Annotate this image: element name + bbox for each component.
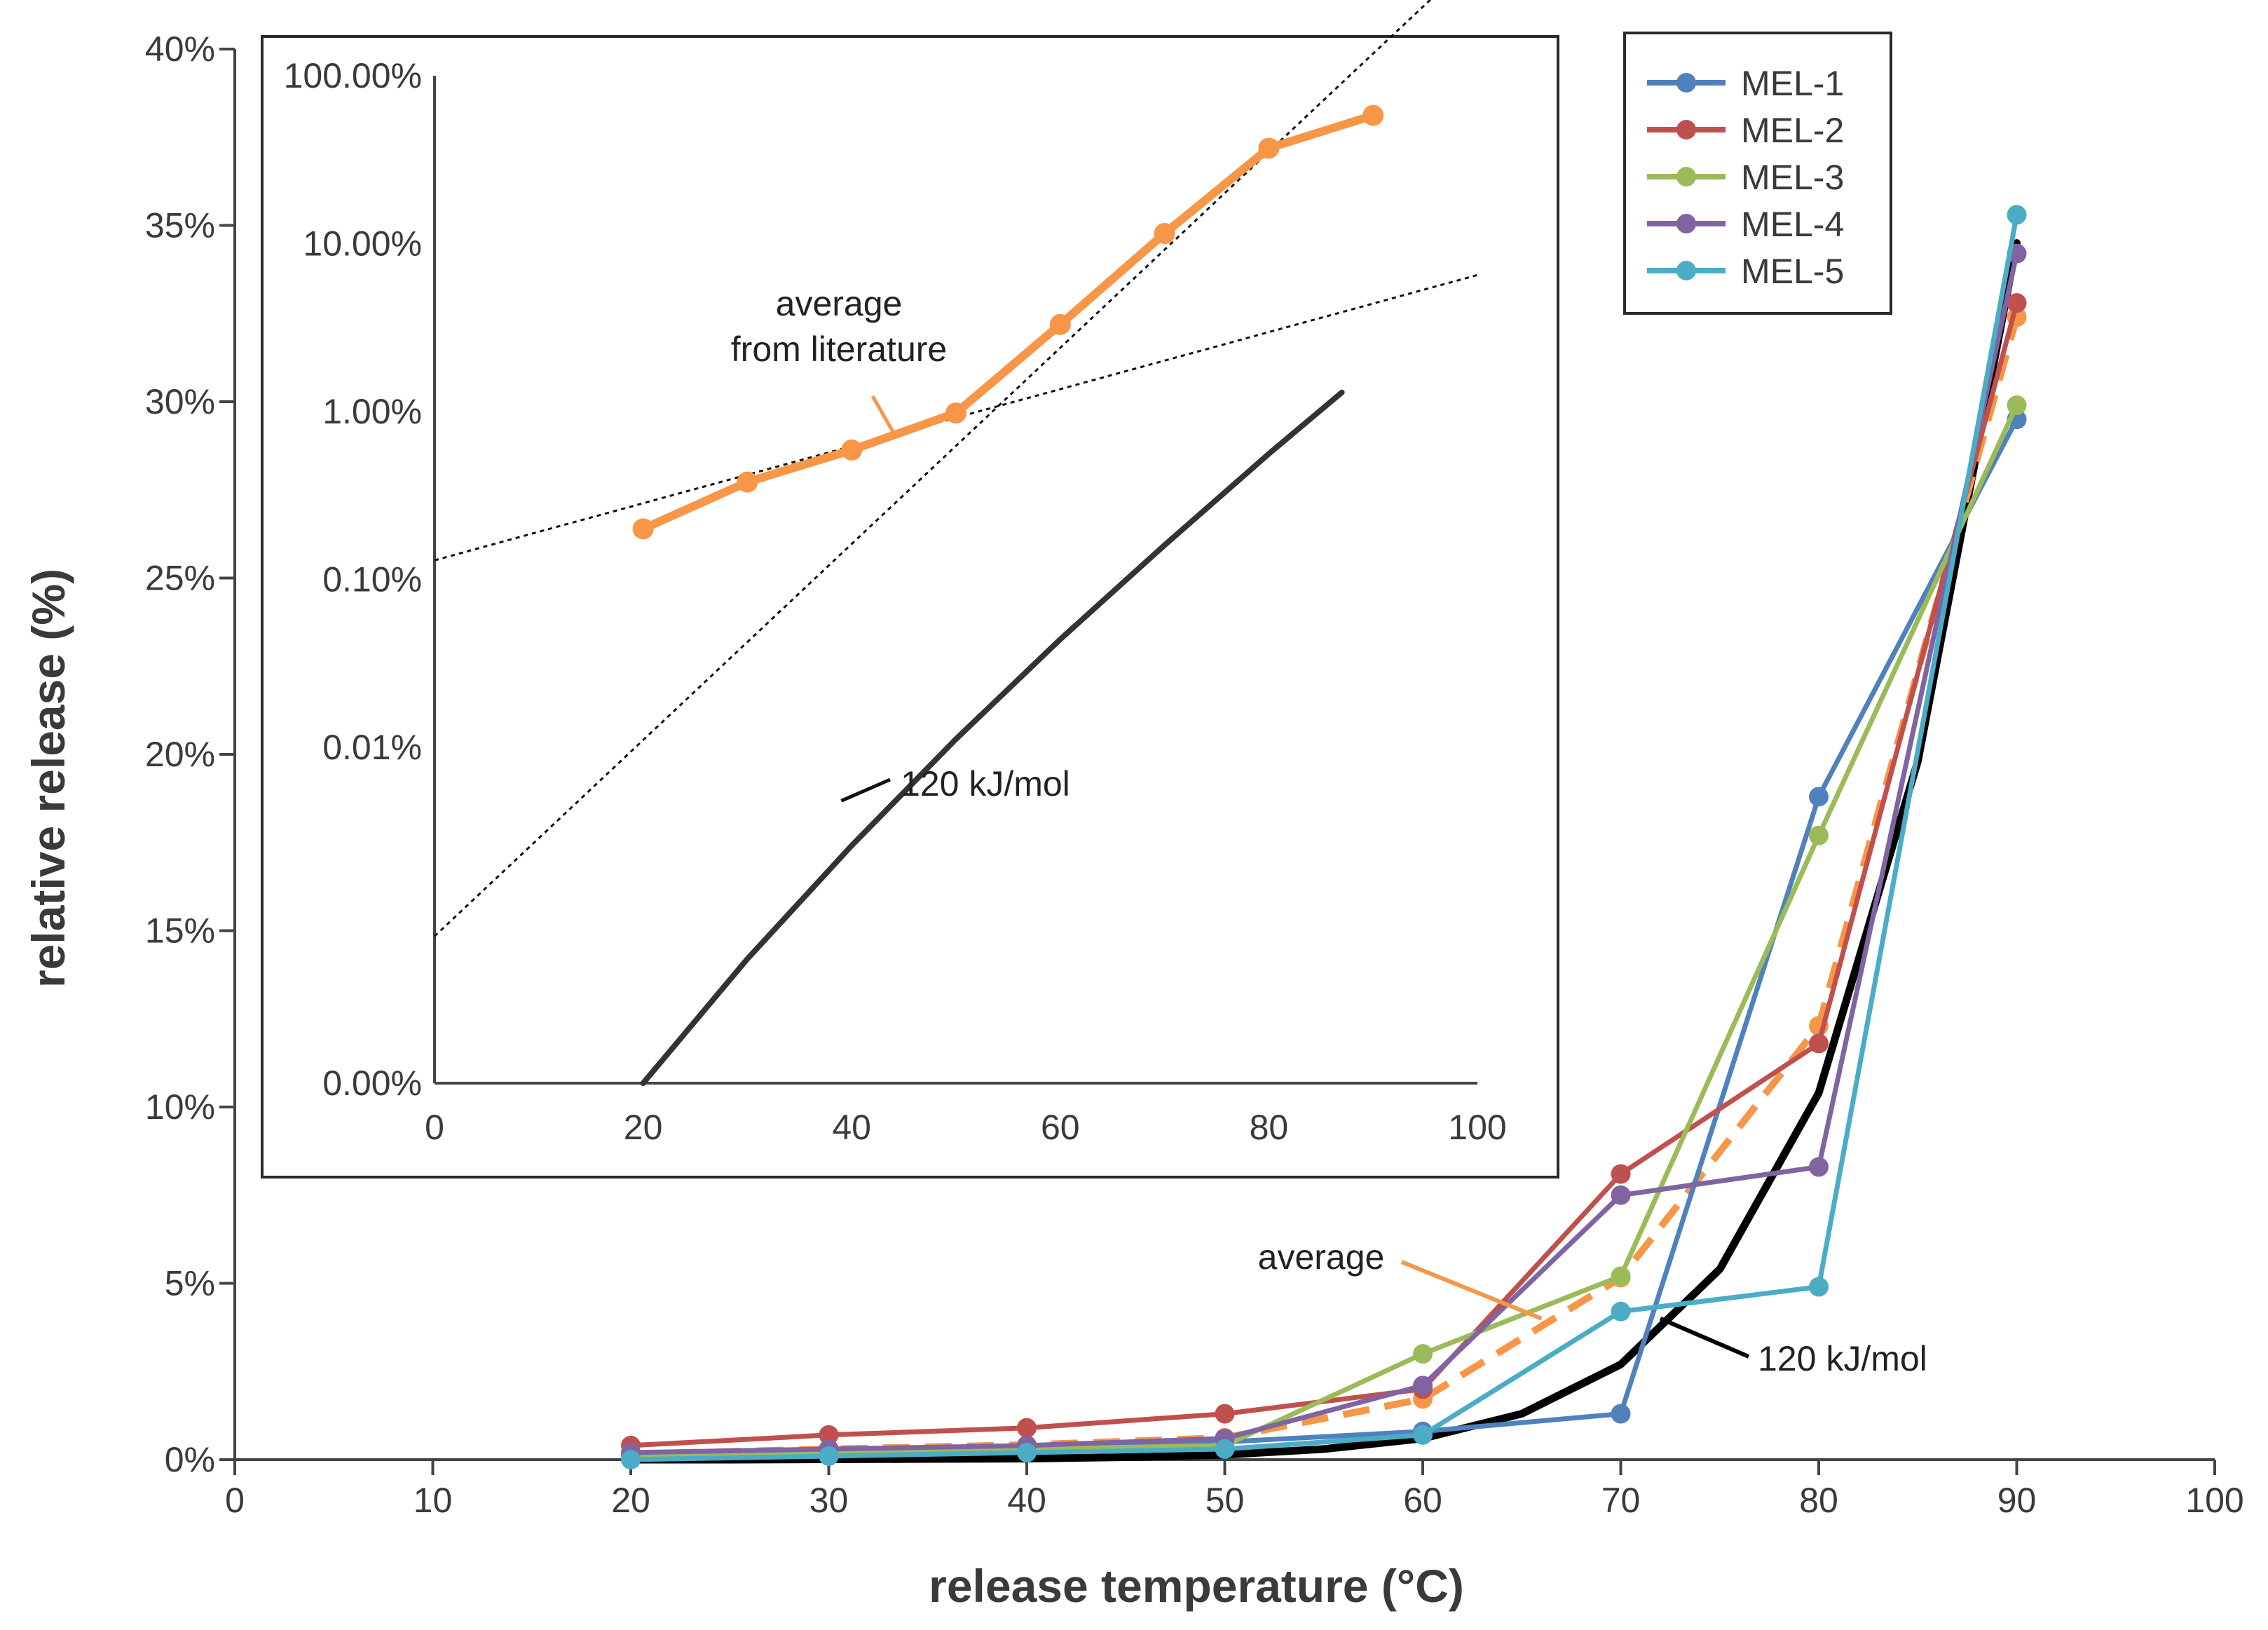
- inset-annotation-120-kj-mol: 120 kJ/mol: [901, 764, 1070, 803]
- inset-x-tick-label: 20: [624, 1108, 663, 1147]
- main-point-mel-2: [1611, 1164, 1631, 1184]
- legend-label-mel-2: MEL-2: [1741, 111, 1844, 150]
- legend-swatch-marker-mel-2: [1676, 120, 1696, 140]
- main-point-mel-5: [621, 1450, 641, 1469]
- inset-point-average-from-literature: [1154, 222, 1175, 244]
- inset-x-tick-label: 100: [1448, 1108, 1506, 1147]
- main-x-tick-label: 50: [1205, 1481, 1245, 1520]
- legend-swatch-marker-mel-1: [1676, 73, 1696, 93]
- main-point-mel-5: [1413, 1425, 1433, 1445]
- annotation-120-kj-mol: 120 kJ/mol: [1758, 1339, 1927, 1378]
- inset-y-tick-label: 100.00%: [284, 56, 422, 95]
- main-point-mel-5: [1017, 1442, 1037, 1462]
- annotation-120-kj-mol-pointer: [1659, 1317, 1750, 1359]
- main-point-mel-1: [1611, 1404, 1631, 1424]
- main-x-tick-label: 10: [414, 1481, 453, 1520]
- main-y-axis-title: relative release (%): [22, 569, 74, 988]
- legend-swatch-marker-mel-3: [1676, 167, 1696, 186]
- inset-x-tick-label: 60: [1041, 1108, 1080, 1147]
- main-point-mel-5: [1611, 1301, 1631, 1322]
- legend-swatch-marker-mel-4: [1676, 214, 1696, 233]
- annotation-average: average: [1258, 1237, 1385, 1277]
- main-x-tick-label: 80: [1799, 1481, 1838, 1520]
- inset-annotation-average-pointer: [870, 395, 895, 434]
- main-point-mel-3: [1413, 1344, 1433, 1364]
- main-point-mel-2: [1017, 1418, 1037, 1438]
- main-point-mel-5: [819, 1446, 839, 1466]
- inset-annotation-from-literature: from literature: [731, 330, 947, 369]
- main-series-line-mel-4: [630, 252, 2019, 1455]
- main-point-mel-2: [2007, 293, 2027, 313]
- legend-label-mel-5: MEL-5: [1741, 252, 1844, 291]
- main-y-tick-label: 35%: [145, 206, 215, 245]
- main-point-mel-2: [819, 1425, 839, 1445]
- inset-point-average-from-literature: [1258, 137, 1280, 159]
- main-plot: 0 10 20 30 40 50 60 70 80 90 100 0% 5% 10% 15% 20% 25% 30…: [145, 29, 2244, 1520]
- main-x-axis-title: release temperature (°C): [929, 1560, 1464, 1612]
- main-x-tick-label: 40: [1007, 1481, 1046, 1520]
- main-point-mel-4: [1413, 1376, 1433, 1396]
- main-x-tick-label: 60: [1403, 1481, 1442, 1520]
- main-y-tick-label: 20%: [145, 735, 215, 774]
- inset-point-average-from-literature: [632, 518, 654, 540]
- main-y-tick-label: 5%: [165, 1264, 215, 1303]
- inset-x-tick-label: 40: [832, 1108, 871, 1147]
- inset-y-tick-label: 0.10%: [322, 560, 422, 599]
- main-point-mel-4: [1809, 1157, 1829, 1177]
- inset-y-tick-label: 0.00%: [322, 1064, 422, 1103]
- main-x-tick-label: 20: [611, 1481, 650, 1520]
- inset-point-average-from-literature: [945, 402, 966, 424]
- inset-series-line-average-from-literature: [638, 111, 1378, 534]
- main-point-mel-5: [1809, 1277, 1829, 1297]
- main-y-tick-label: 25%: [145, 559, 215, 598]
- main-x-tick-label: 90: [1997, 1481, 2037, 1520]
- main-x-tick-label: 70: [1601, 1481, 1641, 1520]
- main-point-mel-3: [2007, 395, 2027, 416]
- main-y-tick-label: 0%: [165, 1440, 215, 1479]
- inset-fit-high-temperature-line: [433, 0, 1432, 937]
- inset-annotation-average: average: [776, 284, 903, 323]
- main-point-mel-5: [1215, 1439, 1235, 1459]
- inset-point-average-from-literature: [737, 471, 758, 493]
- main-x-tick-label: 0: [225, 1481, 245, 1520]
- main-series-line-mel-5: [630, 214, 2019, 1462]
- main-y-tick-label: 15%: [145, 911, 215, 951]
- main-x-tick-label: 100: [2185, 1481, 2243, 1520]
- main-y-tick-label: 40%: [145, 29, 215, 69]
- main-point-mel-1: [1809, 787, 1829, 807]
- main-series-line-120-kj-mol: [627, 239, 2021, 1464]
- legend-swatch-marker-mel-5: [1676, 261, 1696, 280]
- legend-label-mel-3: MEL-3: [1741, 158, 1844, 197]
- inset-point-average-from-literature: [841, 439, 863, 461]
- main-series-line-mel-3: [630, 404, 2019, 1459]
- inset-x-tick-label: 80: [1250, 1108, 1289, 1147]
- main-point-mel-5: [2007, 205, 2027, 225]
- main-point-mel-3: [1809, 825, 1829, 845]
- main-y-tick-label: 30%: [145, 382, 215, 421]
- inset-y-tick-label: 10.00%: [303, 224, 422, 264]
- inset-frame: [261, 35, 1559, 1179]
- main-point-mel-4: [1611, 1185, 1631, 1205]
- main-y-tick-label: 10%: [145, 1087, 215, 1127]
- legend-box: [1623, 32, 1892, 315]
- inset-annotation-120-kj-mol-pointer: [840, 777, 891, 803]
- inset-x-tick-label: 0: [425, 1108, 444, 1147]
- main-point-mel-2: [1215, 1404, 1235, 1424]
- inset-plot: 0 20 40 60 80 100 0.00% 0.01% 0.10% 1.00% 10.00% 10…: [284, 0, 1507, 1147]
- legend-label-mel-1: MEL-1: [1741, 64, 1844, 103]
- inset-point-average-from-literature: [1362, 104, 1384, 126]
- inset-series-line-120-kj-mol: [640, 389, 1345, 1086]
- main-point-mel-2: [1809, 1033, 1829, 1054]
- annotation-average-pointer: [1400, 1260, 1543, 1321]
- main-x-tick-label: 30: [809, 1481, 849, 1520]
- legend: MEL-1 MEL-2 MEL-3 MEL-4 MEL-5: [1647, 64, 1844, 291]
- inset-y-tick-label: 0.01%: [322, 728, 422, 767]
- inset-y-tick-label: 1.00%: [322, 392, 422, 431]
- main-point-mel-3: [1611, 1266, 1631, 1286]
- legend-label-mel-4: MEL-4: [1741, 205, 1844, 244]
- inset-point-average-from-literature: [1049, 313, 1071, 335]
